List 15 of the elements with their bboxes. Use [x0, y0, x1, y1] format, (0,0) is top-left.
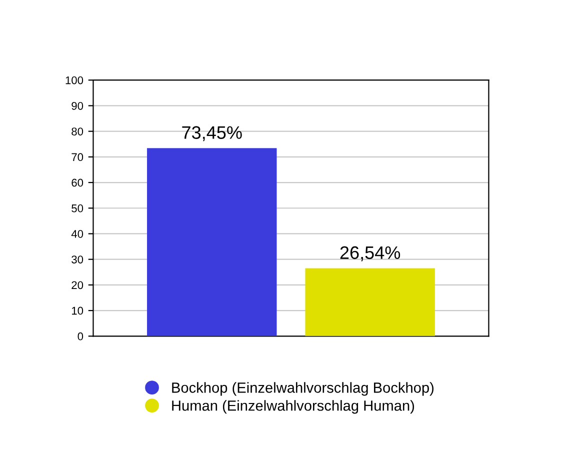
y-tick-label: 0: [78, 332, 84, 340]
legend-label: Human (Einzelwahlvorschlag Human): [172, 400, 414, 414]
data-label: 73,45%: [182, 126, 242, 142]
y-tick-label: 30: [72, 256, 84, 264]
y-tick-label: 20: [72, 281, 84, 290]
y-tick-label: 40: [71, 230, 84, 238]
y-tick-label: 70: [72, 153, 84, 162]
y-tick-label: 50: [72, 204, 84, 212]
data-label: 26,54%: [340, 246, 400, 262]
y-tick-label: 100: [66, 76, 84, 84]
y-tick-label: 80: [72, 128, 84, 136]
y-tick-label: 60: [72, 178, 84, 187]
y-tick-label: 10: [72, 306, 84, 315]
legend-label: Bockhop (Einzelwahlvorschlag Bockhop): [172, 382, 434, 396]
y-tick-label: 90: [72, 102, 84, 110]
